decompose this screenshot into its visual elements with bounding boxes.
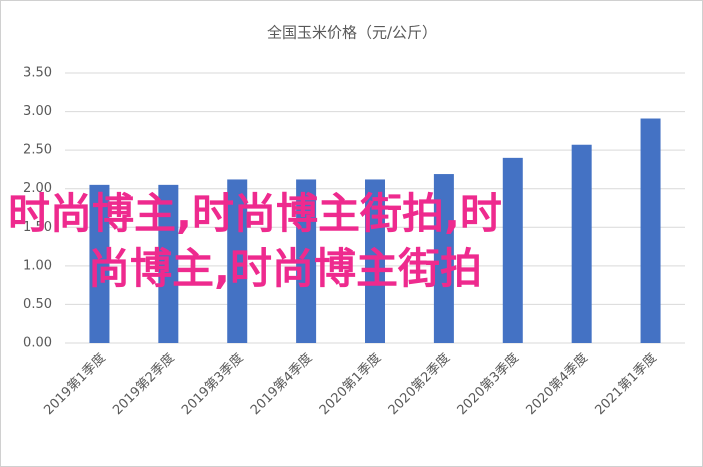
bar [227,179,248,343]
y-tick-label: 2.50 [23,143,52,158]
bar [158,184,179,343]
bar [571,144,592,343]
y-tick-label: 2.00 [23,181,52,196]
y-tick-label: 1.00 [23,258,52,273]
chart-title: 全国玉米价格（元/公斤） [267,24,437,42]
bar [640,118,661,343]
y-tick-label: 0.50 [23,297,52,312]
bar [89,184,110,343]
bar [502,157,523,343]
y-tick-label: 0.00 [23,336,52,351]
overlay-text: 尚博主,时尚博主街拍 [88,244,482,293]
overlay-text: 时尚博主,时尚博主街拍,时 [8,189,502,238]
y-tick-label: 3.00 [23,104,52,119]
bar [433,174,454,343]
y-tick-label: 3.50 [23,66,52,81]
bar [365,179,385,343]
y-tick-label: 1.50 [23,220,52,235]
bar [296,179,317,343]
